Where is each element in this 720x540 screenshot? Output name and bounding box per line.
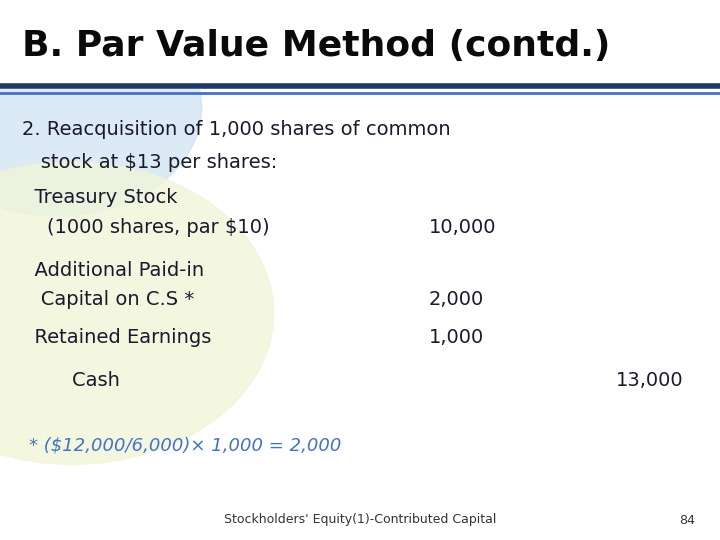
- Text: * ($12,000/6,000)× 1,000 = 2,000: * ($12,000/6,000)× 1,000 = 2,000: [29, 436, 341, 455]
- Text: (1000 shares, par $10): (1000 shares, par $10): [22, 218, 269, 238]
- Text: 13,000: 13,000: [616, 371, 683, 390]
- Circle shape: [0, 162, 274, 464]
- FancyBboxPatch shape: [0, 0, 720, 89]
- Text: stock at $13 per shares:: stock at $13 per shares:: [22, 152, 277, 172]
- Text: 10,000: 10,000: [428, 218, 496, 238]
- Text: 2. Reacquisition of 1,000 shares of common: 2. Reacquisition of 1,000 shares of comm…: [22, 120, 450, 139]
- Text: 84: 84: [679, 514, 695, 526]
- Text: Treasury Stock: Treasury Stock: [22, 187, 177, 207]
- Text: Additional Paid-in: Additional Paid-in: [22, 260, 204, 280]
- Circle shape: [0, 0, 202, 216]
- Text: Capital on C.S *: Capital on C.S *: [22, 290, 194, 309]
- Text: Cash: Cash: [22, 371, 120, 390]
- Text: Stockholders' Equity(1)-Contributed Capital: Stockholders' Equity(1)-Contributed Capi…: [224, 514, 496, 526]
- Text: Retained Earnings: Retained Earnings: [22, 328, 211, 347]
- Text: 2,000: 2,000: [428, 290, 484, 309]
- Text: B. Par Value Method (contd.): B. Par Value Method (contd.): [22, 29, 610, 63]
- Text: 1,000: 1,000: [428, 328, 484, 347]
